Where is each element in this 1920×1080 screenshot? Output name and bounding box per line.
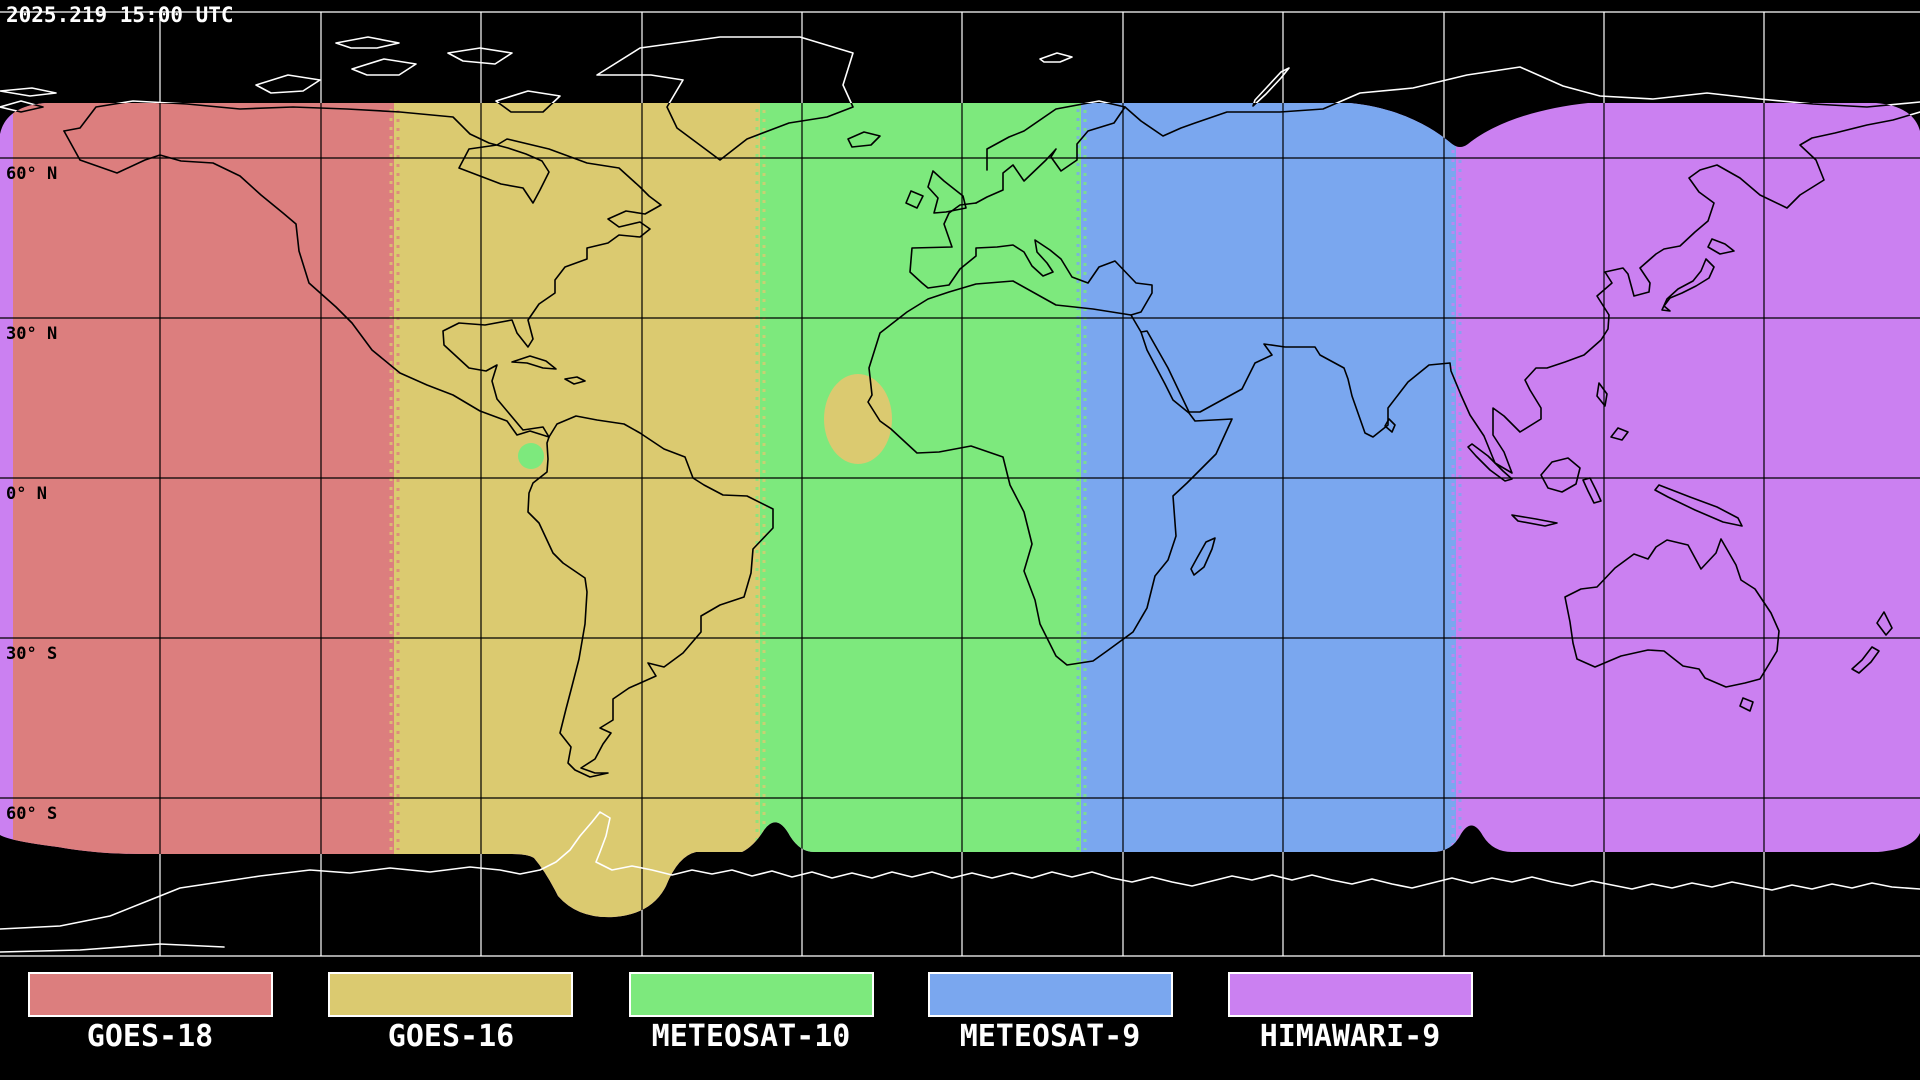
legend-label-himawari9: HIMAWARI-9 xyxy=(1260,1019,1441,1054)
zone-goes16 xyxy=(394,103,760,918)
legend-label-goes16: GOES-16 xyxy=(388,1019,514,1054)
zone-goes18 xyxy=(13,103,394,918)
latitude-label-60n: 60° N xyxy=(6,164,57,184)
latitude-label-30s: 30° S xyxy=(6,644,57,664)
coverage-zones xyxy=(0,103,1920,918)
latitude-label-30n: 30° N xyxy=(6,324,57,344)
legend-swatch-goes16 xyxy=(328,972,573,1017)
zone-meteosat10 xyxy=(760,103,1081,918)
timestamp: 2025.219 15:00 UTC xyxy=(6,3,234,27)
legend-swatch-himawari9 xyxy=(1228,972,1473,1017)
green-spot xyxy=(518,443,544,469)
legend-swatch-meteosat9 xyxy=(928,972,1173,1017)
legend-label-goes18: GOES-18 xyxy=(87,1019,213,1054)
latitude-label-0n: 0° N xyxy=(6,484,47,504)
latitude-labels: 60° N 30° N 0° N 30° S 60° S xyxy=(6,164,57,824)
zone-boundary-dither xyxy=(389,103,1462,855)
legend-swatch-goes18 xyxy=(28,972,273,1017)
tan-spot xyxy=(824,374,892,464)
latitude-label-60s: 60° S xyxy=(6,804,57,824)
legend-label-meteosat9: METEOSAT-9 xyxy=(960,1019,1141,1054)
legend-label-meteosat10: METEOSAT-10 xyxy=(652,1019,851,1054)
legend: GOES-18 GOES-16 METEOSAT-10 METEOSAT-9 H… xyxy=(28,972,1473,1054)
zone-meteosat9 xyxy=(1081,103,1456,918)
legend-swatch-meteosat10 xyxy=(629,972,874,1017)
antarctica-coastline xyxy=(0,811,1920,953)
